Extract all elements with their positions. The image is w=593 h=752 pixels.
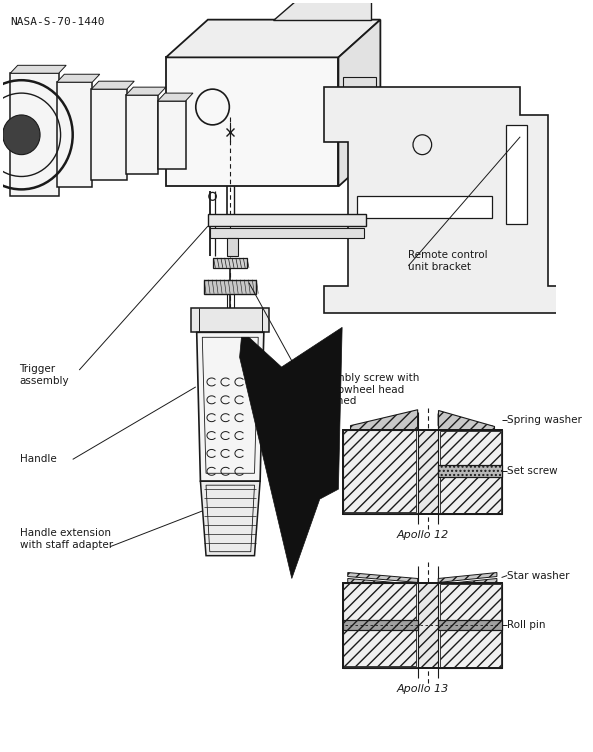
Polygon shape (57, 82, 93, 187)
Bar (343, 429, 502, 514)
Polygon shape (197, 332, 264, 481)
Text: Spring washer: Spring washer (507, 414, 582, 425)
Bar (343, 429, 416, 512)
Bar (438, 465, 502, 478)
Bar (208, 214, 366, 226)
Polygon shape (339, 20, 380, 186)
Polygon shape (10, 65, 66, 73)
Polygon shape (10, 73, 59, 196)
Polygon shape (158, 93, 193, 101)
Text: Set screw: Set screw (507, 466, 558, 476)
Bar (204, 280, 256, 293)
Bar (210, 228, 364, 238)
Polygon shape (324, 87, 572, 314)
Polygon shape (240, 327, 342, 578)
Polygon shape (350, 410, 417, 429)
Polygon shape (352, 414, 417, 426)
Polygon shape (438, 410, 494, 429)
Text: Star washer: Star washer (507, 571, 570, 581)
Text: Roll pin: Roll pin (507, 620, 546, 630)
Polygon shape (200, 481, 260, 556)
Bar (227, 238, 238, 256)
Polygon shape (166, 57, 339, 186)
Bar (343, 584, 502, 668)
Bar (438, 620, 502, 630)
Bar (506, 125, 527, 224)
Polygon shape (91, 89, 127, 180)
Polygon shape (438, 572, 497, 583)
Text: Handle: Handle (20, 454, 56, 465)
Bar (343, 584, 417, 668)
Polygon shape (438, 414, 492, 426)
Polygon shape (347, 578, 417, 588)
Polygon shape (166, 20, 380, 57)
Text: Handle extension
with staff adapter: Handle extension with staff adapter (20, 528, 113, 550)
Bar (343, 584, 502, 668)
Bar (343, 77, 376, 132)
Polygon shape (126, 95, 158, 174)
Text: NASA-S-70-1440: NASA-S-70-1440 (10, 17, 105, 26)
Circle shape (3, 115, 40, 155)
Polygon shape (273, 0, 371, 20)
Bar (191, 308, 269, 332)
Bar (213, 258, 247, 268)
Text: Apollo 12: Apollo 12 (396, 530, 448, 540)
Bar (343, 584, 416, 666)
Polygon shape (438, 578, 497, 588)
Text: Trigger
assembly: Trigger assembly (20, 364, 69, 386)
Bar (438, 584, 502, 668)
Polygon shape (126, 87, 166, 95)
Bar (438, 620, 502, 630)
Bar (440, 431, 500, 513)
Bar (357, 196, 492, 218)
Bar (343, 620, 417, 630)
Bar (440, 584, 500, 667)
Bar (438, 429, 502, 514)
Bar (343, 620, 417, 630)
Bar (343, 429, 502, 514)
Bar (438, 465, 502, 478)
Polygon shape (158, 101, 186, 168)
Text: Remote control
unit bracket: Remote control unit bracket (409, 250, 488, 271)
Polygon shape (91, 81, 134, 89)
Polygon shape (57, 74, 100, 82)
Text: Assembly screw with
thumbwheel head
attached: Assembly screw with thumbwheel head atta… (311, 373, 420, 407)
Text: Apollo 13: Apollo 13 (396, 684, 448, 693)
Polygon shape (347, 572, 417, 583)
Bar (343, 429, 417, 514)
